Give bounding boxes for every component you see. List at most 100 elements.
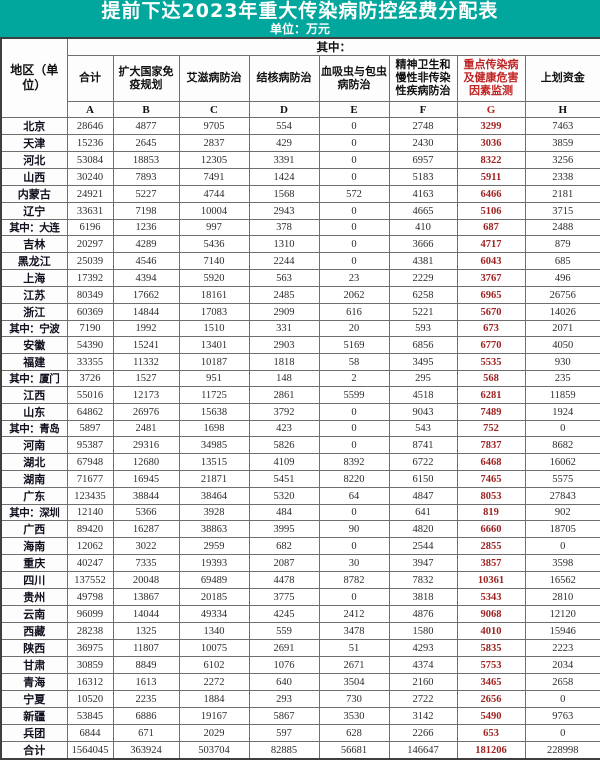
unit-label: 单位：万元 xyxy=(269,22,330,36)
value-cell-D: 682 xyxy=(248,537,320,555)
value-cell-G: 2855 xyxy=(456,537,526,555)
table-row: 广东 123435 38844 38464 5320 64 4847 8053 27843 xyxy=(0,487,600,505)
value-cell-B: 13867 xyxy=(112,588,180,606)
value-cell-D: 1568 xyxy=(248,185,320,203)
table-row: 宁夏 10520 2235 1884 293 730 2722 2656 0 xyxy=(0,690,600,708)
value-cell-E: 2062 xyxy=(318,286,390,304)
value-cell-A: 33631 xyxy=(66,202,114,220)
value-cell-C: 38863 xyxy=(178,520,250,538)
value-cell-C: 10075 xyxy=(178,639,250,657)
value-cell-D: 2485 xyxy=(248,286,320,304)
table-row: 其中：大连 6196 1236 997 378 0 410 687 2488 xyxy=(0,219,600,236)
value-cell-H: 930 xyxy=(524,353,600,371)
value-cell-H: 0 xyxy=(524,690,600,708)
value-cell-G: 8053 xyxy=(456,487,526,505)
value-cell-H: 0 xyxy=(524,420,600,437)
value-cell-A: 12140 xyxy=(66,504,114,521)
value-cell-F: 8741 xyxy=(388,436,458,454)
value-cell-G: 5753 xyxy=(456,656,526,674)
region-cell: 河北 xyxy=(0,151,68,169)
value-cell-H: 0 xyxy=(524,537,600,555)
value-cell-D: 4109 xyxy=(248,453,320,471)
value-cell-H: 8682 xyxy=(524,436,600,454)
value-cell-F: 4847 xyxy=(388,487,458,505)
value-cell-E: 64 xyxy=(318,487,390,505)
value-cell-D: 5867 xyxy=(248,707,320,725)
value-cell-D: 2909 xyxy=(248,303,320,321)
region-cell: 其中：大连 xyxy=(0,219,68,236)
value-cell-C: 2959 xyxy=(178,537,250,555)
value-cell-G: 7837 xyxy=(456,436,526,454)
value-cell-G: 6468 xyxy=(456,453,526,471)
table-row: 山西 30240 7893 7491 1424 0 5183 5911 2338 xyxy=(0,168,600,186)
table-header: 地区（单位） 其中： 合计 扩大国家免疫规划 艾滋病防治 结核病防治 血吸虫与包虫病防治… xyxy=(0,37,600,118)
value-cell-B: 20048 xyxy=(112,571,180,589)
value-cell-D: 4478 xyxy=(248,571,320,589)
region-cell: 西藏 xyxy=(0,622,68,640)
value-cell-G: 10361 xyxy=(456,571,526,589)
value-cell-B: 8849 xyxy=(112,656,180,674)
value-cell-E: 20 xyxy=(318,320,390,337)
value-cell-B: 7198 xyxy=(112,202,180,220)
value-cell-E: 51 xyxy=(318,639,390,657)
value-cell-B: 2235 xyxy=(112,690,180,708)
value-cell-H: 26756 xyxy=(524,286,600,304)
value-cell-A: 30240 xyxy=(66,168,114,186)
region-cell: 山东 xyxy=(0,403,68,421)
value-cell-B: 11332 xyxy=(112,353,180,371)
value-cell-H: 16562 xyxy=(524,571,600,589)
value-cell-G: 7489 xyxy=(456,403,526,421)
value-cell-A: 16312 xyxy=(66,673,114,691)
value-cell-B: 3022 xyxy=(112,537,180,555)
value-cell-F: 2229 xyxy=(388,269,458,287)
value-cell-D: 331 xyxy=(248,320,320,337)
value-cell-G: 6965 xyxy=(456,286,526,304)
value-cell-D: 3792 xyxy=(248,403,320,421)
value-cell-G: 6660 xyxy=(456,520,526,538)
value-cell-H: 0 xyxy=(524,724,600,742)
region-cell: 广西 xyxy=(0,520,68,538)
value-cell-A: 64862 xyxy=(66,403,114,421)
value-cell-D: 1310 xyxy=(248,235,320,253)
region-cell: 兵团 xyxy=(0,724,68,742)
value-cell-F: 5183 xyxy=(388,168,458,186)
value-cell-B: 26976 xyxy=(112,403,180,421)
value-cell-H: 16062 xyxy=(524,453,600,471)
value-cell-E: 2412 xyxy=(318,605,390,623)
value-cell-A: 12062 xyxy=(66,537,114,555)
value-cell-A: 49798 xyxy=(66,588,114,606)
value-cell-G: 5490 xyxy=(456,707,526,725)
value-cell-E: 3478 xyxy=(318,622,390,640)
table-row: 海南 12062 3022 2959 682 0 2544 2855 0 xyxy=(0,537,600,555)
column-letter-E: E xyxy=(318,101,390,118)
value-cell-G: 3299 xyxy=(456,117,526,135)
value-cell-C: 11725 xyxy=(178,386,250,404)
value-cell-A: 28646 xyxy=(66,117,114,135)
value-cell-G: 819 xyxy=(456,504,526,521)
column-letter-B: B xyxy=(112,101,180,118)
value-cell-D: 5320 xyxy=(248,487,320,505)
value-cell-C: 7491 xyxy=(178,168,250,186)
table-row: 新疆 53845 6886 19167 5867 3530 3142 5490 9763 xyxy=(0,707,600,725)
value-cell-F: 6722 xyxy=(388,453,458,471)
table-row: 云南 96099 14044 49334 4245 2412 4876 9068 12120 xyxy=(0,605,600,623)
value-cell-F: 2160 xyxy=(388,673,458,691)
value-cell-E: 0 xyxy=(318,151,390,169)
value-cell-G: 752 xyxy=(456,420,526,437)
region-cell: 内蒙古 xyxy=(0,185,68,203)
value-cell-D: 5826 xyxy=(248,436,320,454)
value-cell-D: 484 xyxy=(248,504,320,521)
value-cell-B: 14044 xyxy=(112,605,180,623)
table-row: 福建 33355 11332 10187 1818 58 3495 5535 930 xyxy=(0,353,600,371)
value-cell-H: 9763 xyxy=(524,707,600,725)
value-cell-D: 1076 xyxy=(248,656,320,674)
value-cell-B: 38844 xyxy=(112,487,180,505)
value-cell-F: 3495 xyxy=(388,353,458,371)
allocation-table: 地区（单位） 其中： 合计 扩大国家免疫规划 艾滋病防治 结核病防治 血吸虫与包虫病防治… xyxy=(0,37,600,760)
table-row: 山东 64862 26976 15638 3792 0 9043 7489 1924 xyxy=(0,403,600,421)
region-cell: 北京 xyxy=(0,117,68,135)
region-cell: 贵州 xyxy=(0,588,68,606)
value-cell-G: 6043 xyxy=(456,252,526,270)
table-row: 甘肃 30859 8849 6102 1076 2671 4374 5753 2034 xyxy=(0,656,600,674)
value-cell-G: 8322 xyxy=(456,151,526,169)
